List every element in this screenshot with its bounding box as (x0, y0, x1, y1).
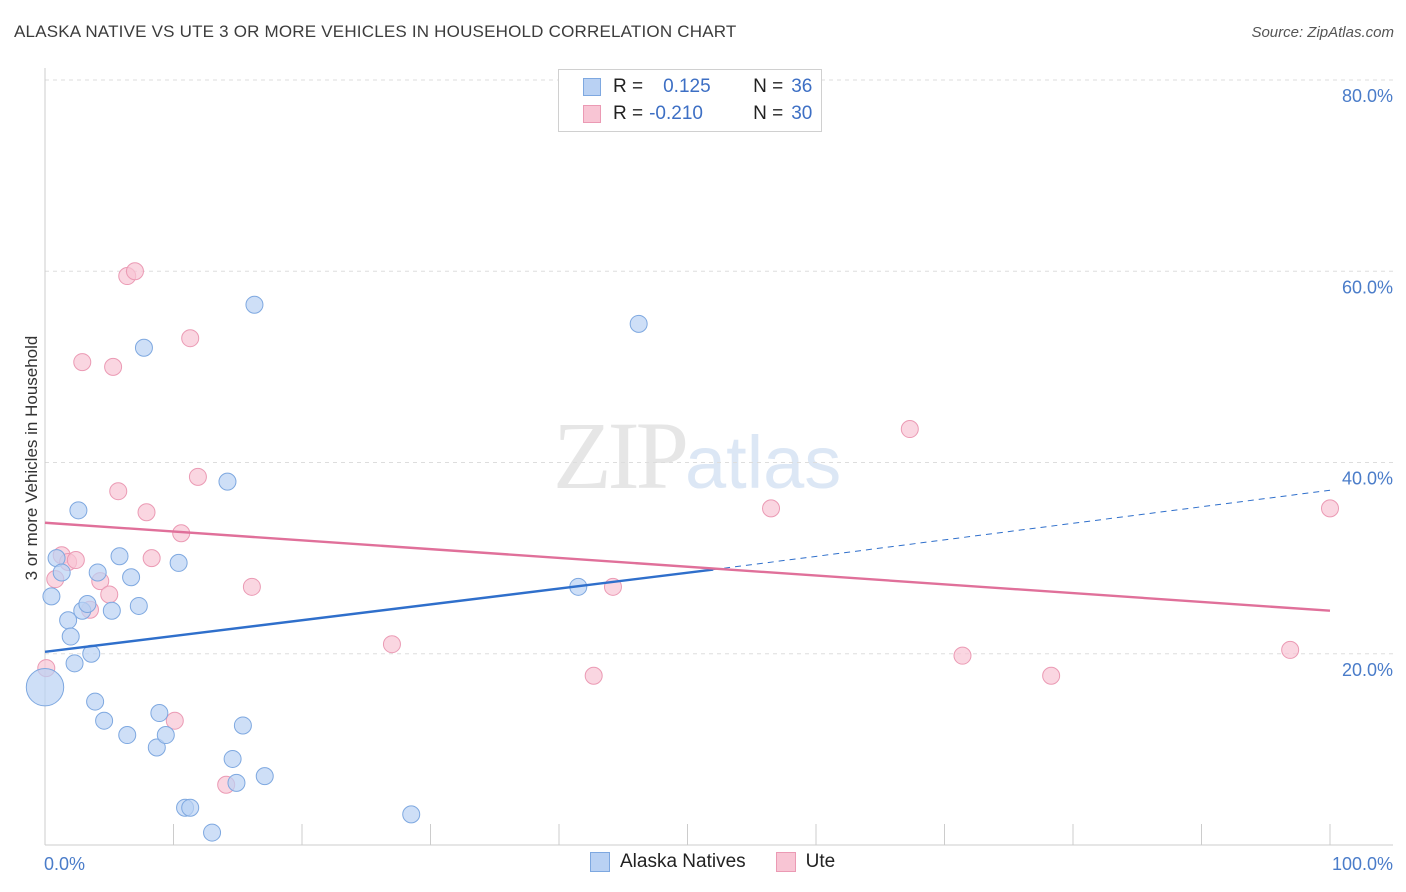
alaska-point (25, 668, 65, 707)
alaska-point (102, 601, 121, 620)
watermark-zip: ZIP (553, 402, 689, 509)
series-label-ute: Ute (805, 851, 836, 872)
alaska-point (169, 553, 188, 572)
legend-row-alaska: R = 0.125 N = 36 (583, 74, 812, 100)
y-tick-label: 80.0% (1342, 86, 1393, 106)
alaska-point (118, 726, 137, 745)
alaska-point (629, 314, 648, 333)
y-axis-label: 3 or more Vehicles in Household (22, 336, 41, 581)
alaska-point (95, 711, 114, 730)
alaska-point (203, 823, 222, 842)
alaska-point (147, 738, 166, 757)
alaska-point (223, 749, 242, 768)
ute-point (584, 666, 603, 685)
legend-swatch-blue (583, 78, 601, 96)
ute-point (953, 646, 972, 665)
alaska-point (65, 654, 84, 673)
legend-n-label: N = (753, 76, 784, 97)
ute-point (1321, 499, 1339, 518)
ute-point (100, 585, 119, 604)
legend-n-value: 30 (791, 103, 813, 124)
alaska-trend-extension (713, 489, 1331, 571)
ute-point (181, 329, 200, 348)
alaska-point (42, 587, 61, 606)
y-tick-label: 20.0% (1342, 660, 1393, 680)
ute-point (1281, 640, 1300, 659)
series-legend-ute: Ute (775, 851, 836, 873)
y-tick-label: 40.0% (1342, 469, 1393, 489)
ute-point (137, 503, 156, 522)
ute-point (242, 577, 261, 596)
alaska-point (218, 472, 237, 491)
legend-r-value: -0.210 (649, 103, 703, 124)
alaska-point (61, 627, 80, 646)
alaska-point (78, 595, 97, 614)
series-swatch-pink (775, 852, 796, 872)
alaska-point (110, 547, 129, 566)
legend-swatch-pink (583, 105, 601, 123)
correlation-legend: R = 0.125 N = 36 R = -0.210 N = 30 (558, 69, 822, 132)
alaska-point (233, 716, 252, 735)
alaska-point (402, 805, 421, 824)
alaska-point (129, 596, 148, 615)
ute-point (73, 353, 92, 372)
ute-point (125, 262, 144, 281)
alaska-point (156, 726, 175, 745)
series-label-alaska: Alaska Natives (620, 851, 746, 872)
ute-point (1042, 666, 1061, 685)
ute-point (900, 420, 919, 439)
ute-point (188, 467, 207, 486)
chart-title: ALASKA NATIVE VS UTE 3 OR MORE VEHICLES … (14, 22, 737, 41)
legend-r-label: R = (613, 76, 644, 97)
source-label: Source: ZipAtlas.com (1251, 24, 1394, 41)
alaska-point (134, 338, 153, 357)
alaska-point (150, 704, 169, 723)
alaska-point (181, 798, 200, 817)
ute-point (66, 551, 85, 570)
alaska-point (227, 773, 246, 792)
y-tick-label: 60.0% (1342, 277, 1393, 297)
alaska-point (52, 563, 71, 582)
alaska-point (86, 692, 105, 711)
ute-point (109, 482, 128, 501)
ute-point (382, 635, 401, 654)
series-legend: Alaska Natives Ute (590, 851, 865, 873)
alaska-point (245, 295, 264, 314)
x-tick-label: 0.0% (44, 854, 85, 874)
legend-n-label: N = (753, 103, 784, 124)
series-legend-alaska: Alaska Natives (590, 851, 746, 873)
alaska-point (122, 568, 141, 587)
x-tick-label: 100.0% (1332, 854, 1393, 874)
series-swatch-blue (590, 852, 610, 872)
legend-n-value: 36 (791, 76, 813, 97)
alaska-trend-line (44, 568, 714, 654)
ute-point (104, 357, 123, 376)
legend-r-label: R = (613, 103, 644, 124)
ute-point (165, 711, 184, 730)
legend-row-ute: R = -0.210 N = 30 (583, 101, 812, 127)
alaska-point (255, 767, 274, 786)
legend-r-value: 0.125 (663, 76, 711, 97)
ute-point (142, 549, 161, 568)
ute-point (762, 499, 781, 518)
alaska-point (88, 563, 107, 582)
alaska-point (69, 501, 88, 520)
ute-trend-line (44, 521, 1331, 612)
